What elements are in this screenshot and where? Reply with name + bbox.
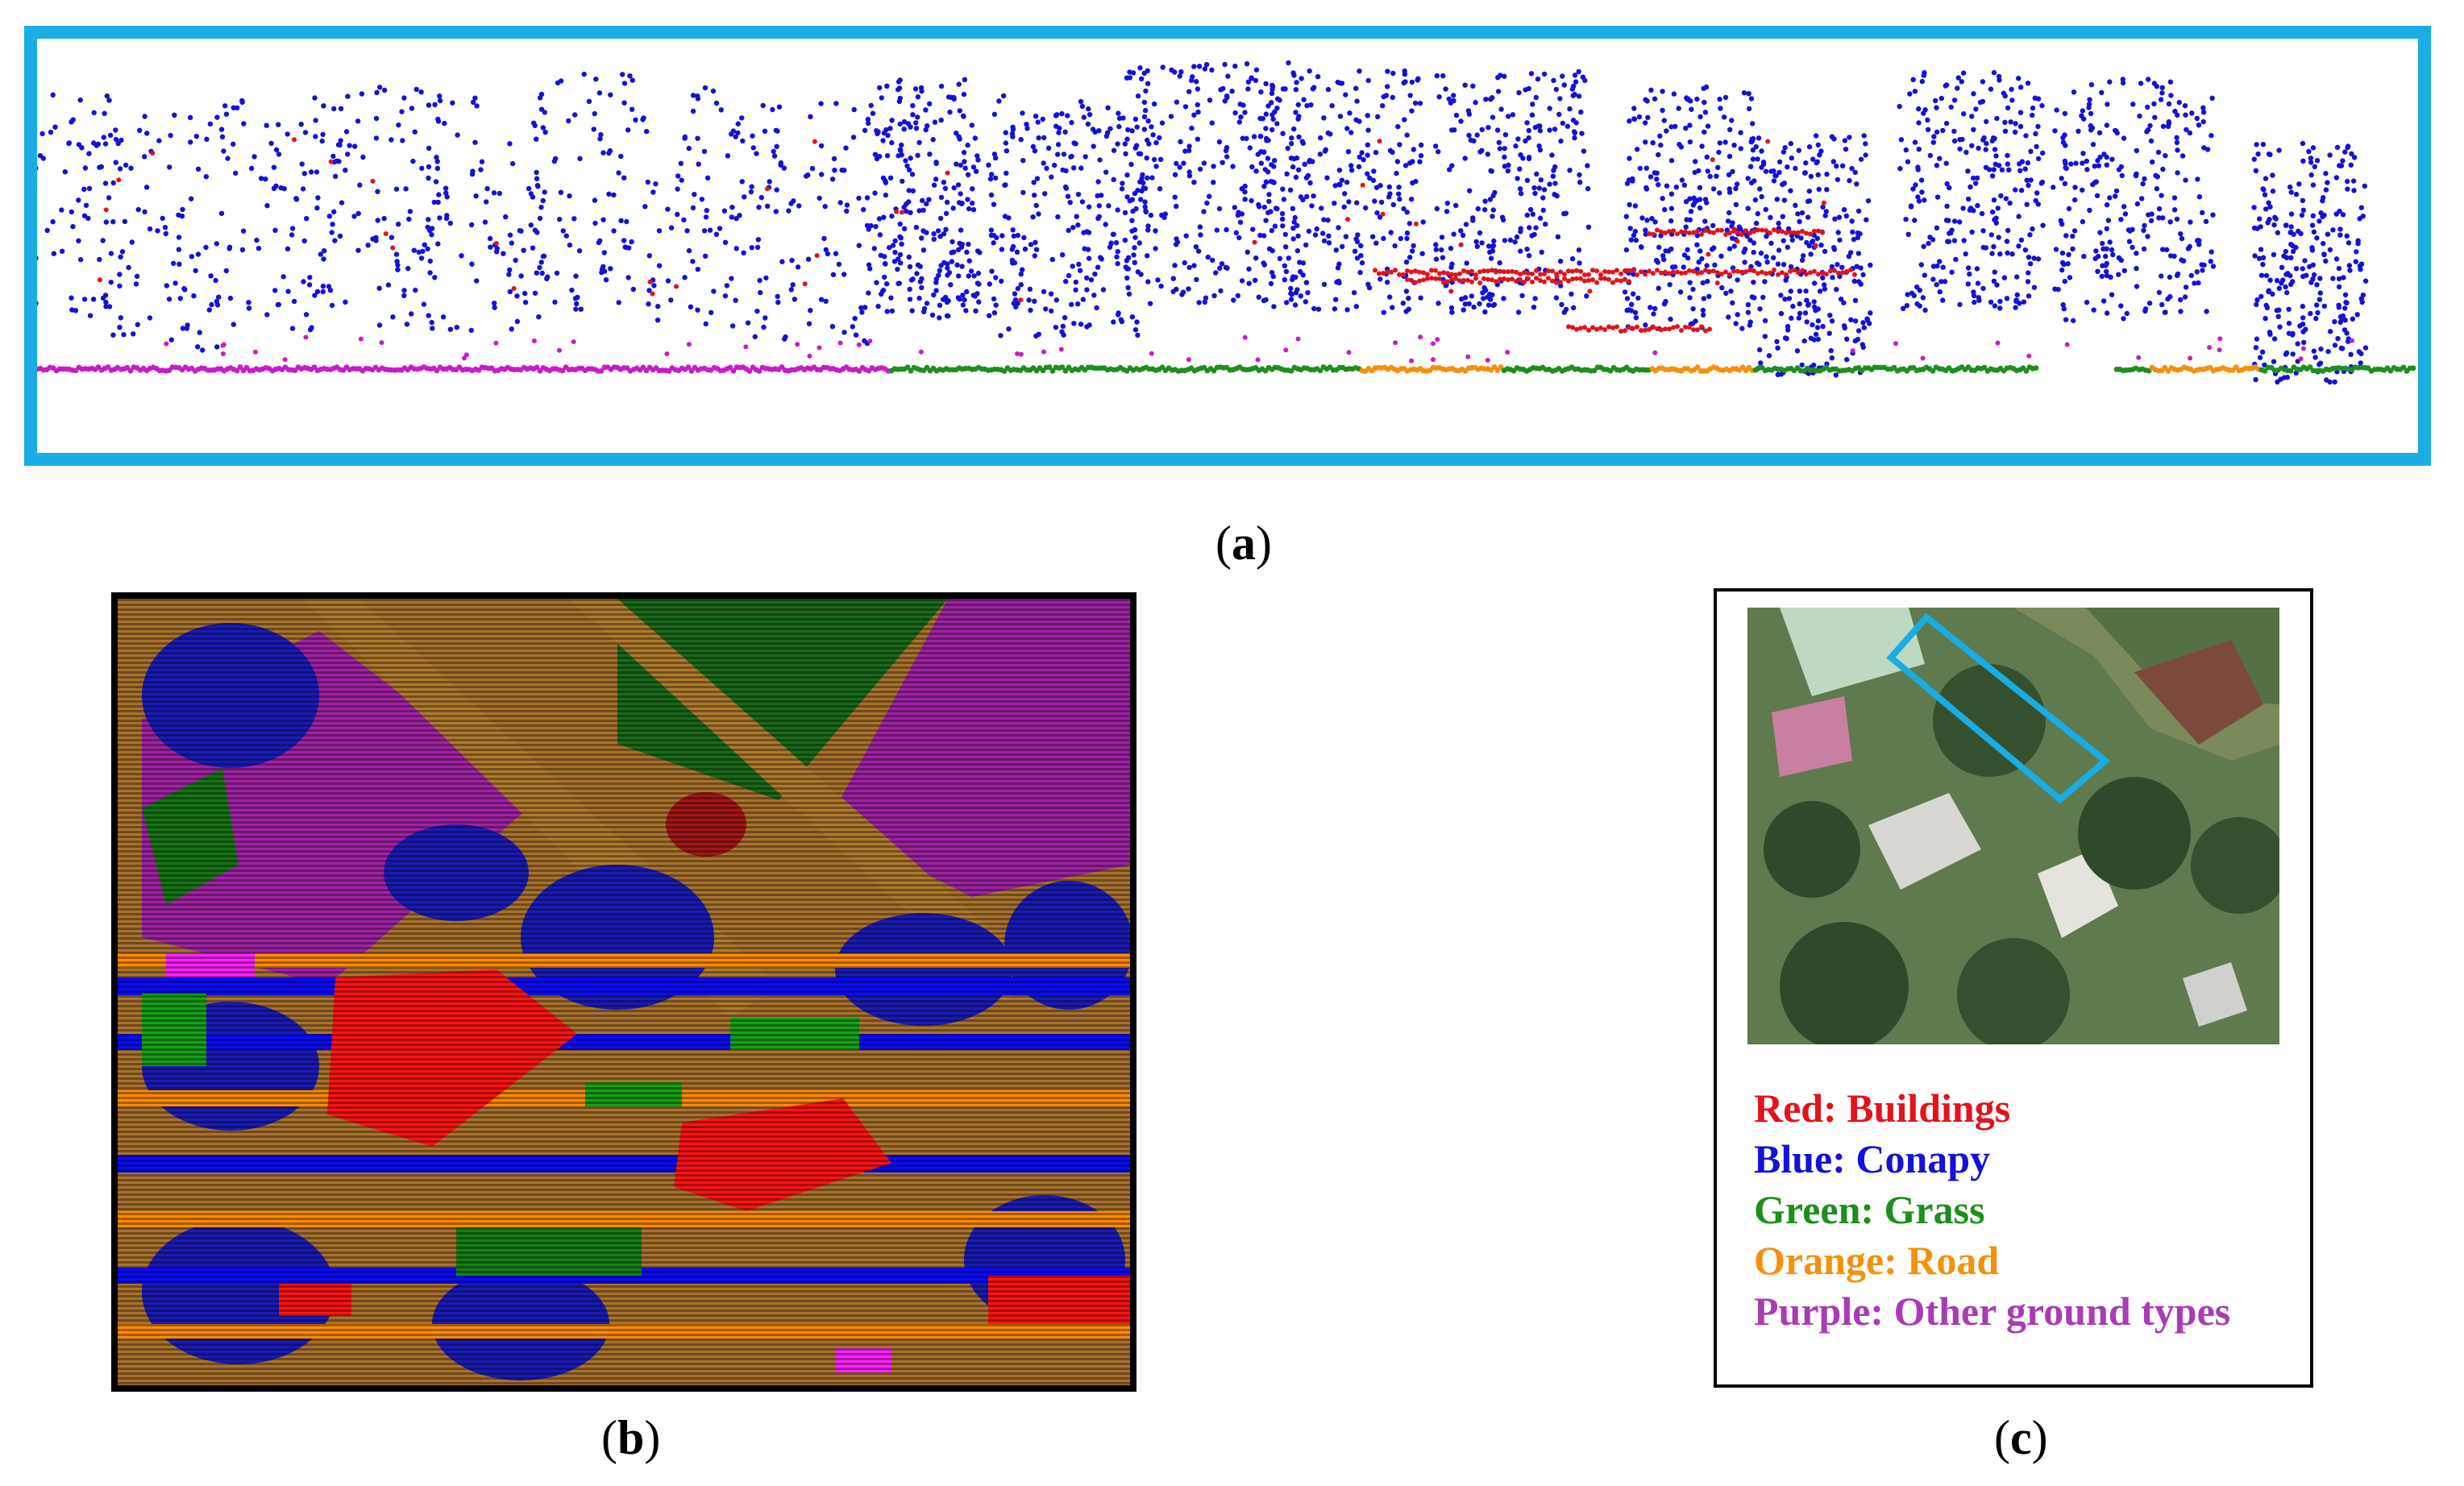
legend-item-other-ground: Purple: Other ground types [1754, 1289, 2231, 1334]
caption-c: (c) [1994, 1411, 2048, 1464]
aerial-photo [1747, 608, 2279, 1044]
caption-b: (b) [601, 1411, 661, 1464]
point-cloud-profile-panel [24, 26, 2431, 466]
legend-item-grass: Green: Grass [1754, 1187, 1985, 1232]
profile-location-box [1886, 612, 2111, 804]
caption-a: (a) [1215, 517, 1272, 570]
legend-item-buildings: Red: Buildings [1754, 1085, 2011, 1131]
legend-item-canopy: Blue: Conapy [1754, 1136, 1991, 1181]
legend-item-road: Orange: Road [1754, 1238, 2000, 1283]
building-roof [2183, 962, 2247, 1027]
tennis-courts [1780, 608, 1925, 696]
classified-map [118, 599, 1130, 1385]
scan-line-texture [118, 599, 1130, 1385]
point-cloud-profile [37, 60, 2416, 385]
legend-panel: Red: Buildings Blue: Conapy Green: Grass… [1714, 588, 2313, 1388]
courts-pink [1772, 696, 1852, 777]
running-track [2134, 640, 2263, 745]
class-legend: Red: Buildings Blue: Conapy Green: Grass… [1754, 1083, 2230, 1337]
classified-map-panel [111, 592, 1136, 1392]
building-roof [1868, 793, 1981, 890]
